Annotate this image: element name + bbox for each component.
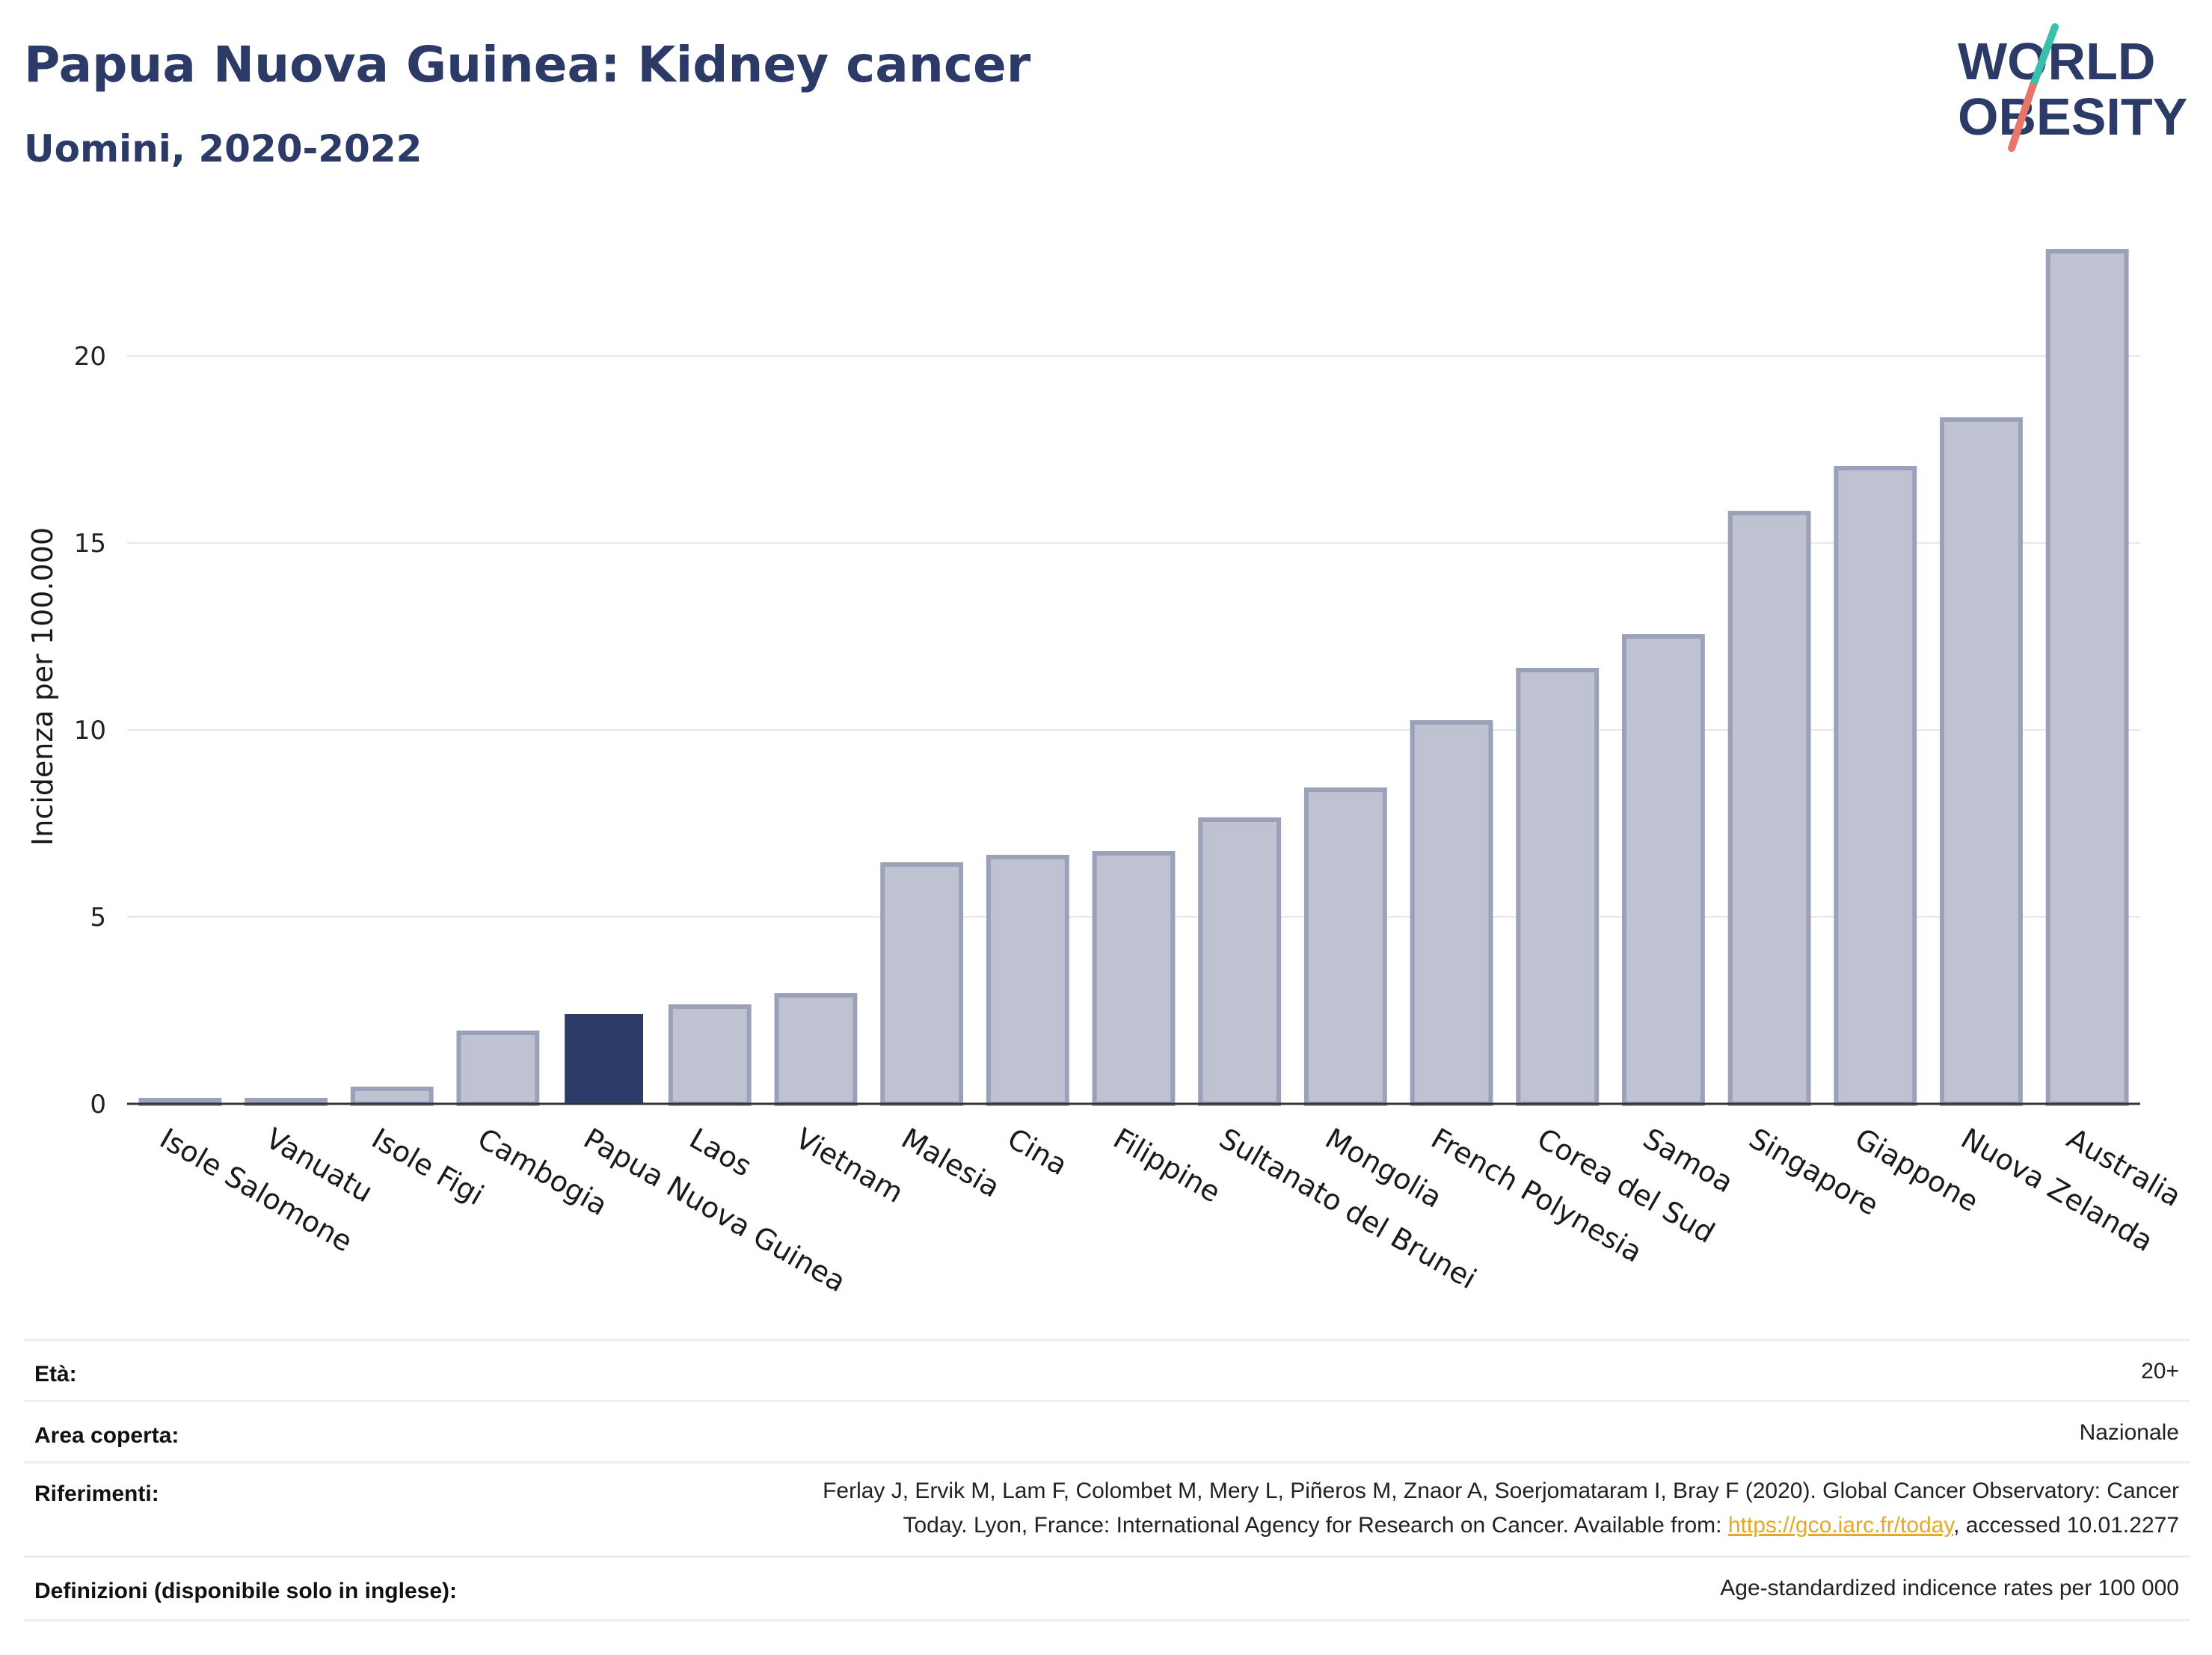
bar-papua-nuova-guinea: [565, 1014, 644, 1104]
bar-cina: [986, 855, 1069, 1106]
references-link[interactable]: https://gco.iarc.fr/today: [1727, 1513, 1954, 1538]
x-tick-label: Filippine: [1108, 1122, 1226, 1209]
chart-title: Papua Nuova Guinea: Kidney cancer: [24, 36, 1031, 93]
bar-australia: [2045, 249, 2129, 1106]
y-axis-label: Incidenza per 100.000: [26, 527, 59, 846]
meta-value-age: 20+: [2141, 1359, 2179, 1384]
logo-text-obesity: OBESITY: [1958, 87, 2187, 146]
y-tick-label: 20: [74, 342, 106, 372]
meta-label-references: Riferimenti:: [34, 1481, 159, 1506]
x-tick-label: Isole Salomone: [154, 1122, 357, 1259]
bar-laos: [668, 1004, 752, 1106]
bar-singapore: [1727, 511, 1811, 1106]
world-obesity-logo: WORLD OBESITY: [1958, 23, 2187, 152]
meta-row-area: Area coperta: Nazionale: [24, 1400, 2190, 1464]
bars: [138, 249, 2129, 1106]
logo-slash-coral: [2008, 83, 2036, 152]
references-accessed: , accessed 10.01.2277: [1953, 1513, 2179, 1538]
bar-isole-figi: [350, 1087, 434, 1106]
bar-cambogia: [456, 1031, 540, 1106]
references-line-2-text: Today. Lyon, France: International Agenc…: [903, 1513, 1728, 1538]
bar-sultanato-del-brunei: [1198, 817, 1282, 1106]
meta-value-definitions: Age-standardized indicence rates per 100…: [1720, 1576, 2179, 1600]
bar-mongolia: [1303, 787, 1387, 1106]
y-tick-label: 15: [74, 529, 106, 559]
chart-subtitle: Uomini, 2020-2022: [24, 127, 423, 171]
y-tick-label: 5: [90, 903, 106, 933]
meta-value-references: Ferlay J, Ervik M, Lam F, Colombet M, Me…: [823, 1474, 2179, 1543]
bar-malesia: [880, 862, 964, 1106]
logo-slash-teal: [2029, 23, 2059, 90]
bar-giappone: [1834, 466, 1917, 1106]
y-tick-label: 10: [74, 716, 106, 746]
meta-row-definitions: Definizioni (disponibile solo in inglese…: [24, 1556, 2190, 1621]
meta-label-definitions: Definizioni (disponibile solo in inglese…: [34, 1579, 458, 1603]
logo-text-world: WORLD: [1958, 32, 2155, 90]
x-tick-label: Vietnam: [790, 1122, 909, 1209]
y-tick-label: 0: [90, 1090, 106, 1120]
references-line-1: Ferlay J, Ervik M, Lam F, Colombet M, Me…: [823, 1479, 2179, 1503]
x-tick-label: Isole Figi: [366, 1122, 490, 1212]
meta-value-area: Nazionale: [2079, 1420, 2179, 1445]
bar-samoa: [1621, 634, 1705, 1106]
bar-vietnam: [774, 993, 858, 1106]
bar-corea-del-sud: [1516, 668, 1600, 1106]
x-tick-label: Malesia: [896, 1122, 1005, 1204]
bar-filippine: [1092, 851, 1176, 1106]
x-tick-label: Cina: [1002, 1122, 1073, 1182]
meta-label-age: Età:: [34, 1362, 77, 1387]
meta-label-area: Area coperta:: [34, 1423, 179, 1448]
x-tick-label: Nuova Zelanda: [1956, 1122, 2159, 1258]
bar-french-polynesia: [1410, 720, 1493, 1106]
references-line-2: Today. Lyon, France: International Agenc…: [823, 1508, 2179, 1543]
bar-nuova-zelanda: [1940, 417, 2023, 1106]
x-tick-label: Laos: [684, 1122, 758, 1183]
meta-row-references: Riferimenti: Ferlay J, Ervik M, Lam F, C…: [24, 1461, 2190, 1558]
meta-row-age: Età: 20+: [24, 1339, 2190, 1402]
